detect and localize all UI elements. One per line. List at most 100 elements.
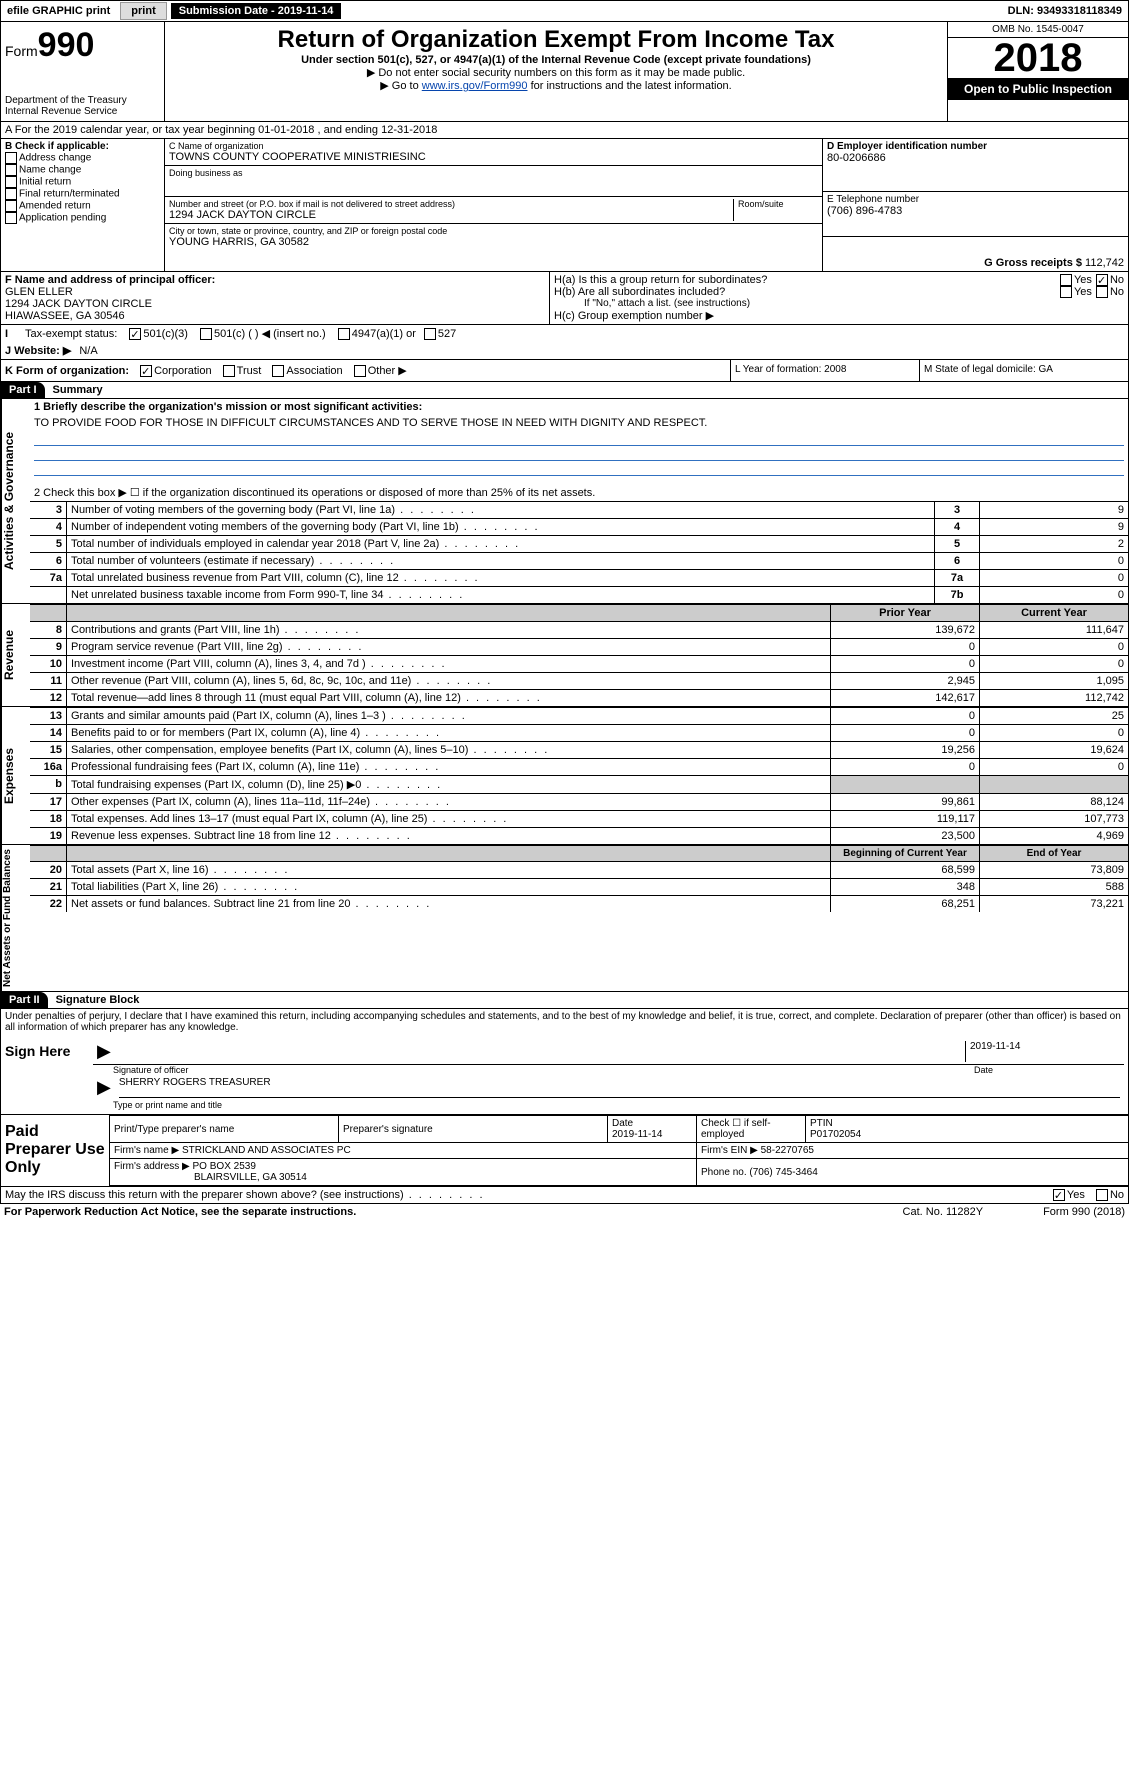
table-row: 6Total number of volunteers (estimate if… [30,552,1128,569]
note-ssn: ▶ Do not enter social security numbers o… [169,66,943,79]
rev-header: Prior Year Current Year [30,604,1128,621]
side-netassets: Net Assets or Fund Balances [1,845,30,991]
website: N/A [79,345,97,357]
row-i: I Tax-exempt status: 501(c)(3) 501(c) ( … [0,325,1129,342]
table-row: 8Contributions and grants (Part VIII, li… [30,621,1128,638]
city-state-zip: YOUNG HARRIS, GA 30582 [169,236,818,248]
cb-527[interactable] [424,328,436,340]
table-row: 22Net assets or fund balances. Subtract … [30,895,1128,912]
discuss-yes[interactable] [1053,1189,1065,1201]
cb-name[interactable]: Name change [5,164,160,176]
table-row: 3Number of voting members of the governi… [30,501,1128,518]
netassets-section: Net Assets or Fund Balances Beginning of… [0,845,1129,992]
col-b: B Check if applicable: Address change Na… [1,139,165,271]
cb-amended[interactable]: Amended return [5,200,160,212]
perjury-text: Under penalties of perjury, I declare th… [1,1009,1128,1035]
table-row: 18Total expenses. Add lines 13–17 (must … [30,810,1128,827]
row-j: J Website: ▶ N/A [0,342,1129,360]
note-link: ▶ Go to www.irs.gov/Form990 for instruct… [169,79,943,92]
firm-phone: (706) 745-3464 [749,1167,817,1178]
expenses-section: Expenses 13Grants and similar amounts pa… [0,707,1129,845]
telephone: (706) 896-4783 [827,205,1124,217]
dept-label: Department of the Treasury Internal Reve… [5,95,160,117]
cb-initial[interactable]: Initial return [5,176,160,188]
ha-no[interactable] [1096,274,1108,286]
cb-final[interactable]: Final return/terminated [5,188,160,200]
table-row: 5Total number of individuals employed in… [30,535,1128,552]
state-domicile: M State of legal domicile: GA [920,360,1128,381]
blank-line [34,431,1124,446]
table-row: 12Total revenue—add lines 8 through 11 (… [30,689,1128,706]
officer-sig-name: SHERRY ROGERS TREASURER [119,1077,1120,1098]
ptin: P01702054 [810,1129,861,1140]
ha-yes[interactable] [1060,274,1072,286]
form-title: Return of Organization Exempt From Incom… [169,26,943,54]
part2-header: Part II Signature Block [0,992,1129,1009]
top-bar: efile GRAPHIC print print Submission Dat… [0,0,1129,22]
table-row: 19Revenue less expenses. Subtract line 1… [30,827,1128,844]
side-expenses: Expenses [1,707,30,844]
form-number: Form990 [5,26,160,65]
table-row: 11Other revenue (Part VIII, column (A), … [30,672,1128,689]
ha-row: H(a) Is this a group return for subordin… [554,274,1124,286]
cb-501c3[interactable] [129,328,141,340]
side-revenue: Revenue [1,604,30,706]
cb-4947[interactable] [338,328,350,340]
signature-section: Under penalties of perjury, I declare th… [0,1009,1129,1115]
tax-year: 2018 [948,38,1128,78]
revenue-section: Revenue Prior Year Current Year 8Contrib… [0,604,1129,707]
irs-link[interactable]: www.irs.gov/Form990 [422,80,528,92]
officer-name: GLEN ELLER [5,286,545,298]
gross-receipts: 112,742 [1085,257,1124,269]
org-name: TOWNS COUNTY COOPERATIVE MINISTRIESINC [169,151,818,163]
table-row: 15Salaries, other compensation, employee… [30,741,1128,758]
submission-date: Submission Date - 2019-11-14 [171,3,342,19]
table-row: 17Other expenses (Part IX, column (A), l… [30,793,1128,810]
cb-address[interactable]: Address change [5,152,160,164]
arrow-icon: ▶ [97,1041,111,1062]
paid-preparer-section: Paid Preparer Use Only Print/Type prepar… [0,1115,1129,1187]
table-row: 9Program service revenue (Part VIII, lin… [30,638,1128,655]
section-fh: F Name and address of principal officer:… [0,272,1129,325]
governance-section: Activities & Governance 1 Briefly descri… [0,399,1129,604]
paid-label: Paid Preparer Use Only [1,1115,109,1186]
form-subtitle: Under section 501(c), 527, or 4947(a)(1)… [169,54,943,66]
discuss-no[interactable] [1096,1189,1108,1201]
blank-line [34,461,1124,476]
cb-assoc[interactable] [272,365,284,377]
table-row: Net unrelated business taxable income fr… [30,586,1128,603]
cb-trust[interactable] [223,365,235,377]
hb-row: H(b) Are all subordinates included? Yes … [554,286,1124,298]
firm-ein: 58-2270765 [761,1145,814,1156]
cb-corp[interactable] [140,365,152,377]
form-header: Form990 Department of the Treasury Inter… [0,22,1129,122]
dln-label: DLN: 93493318118349 [1002,3,1128,19]
street-address: 1294 JACK DAYTON CIRCLE [169,209,733,221]
table-row: 16aProfessional fundraising fees (Part I… [30,758,1128,775]
net-header: Beginning of Current Year End of Year [30,845,1128,861]
side-governance: Activities & Governance [1,399,30,603]
cb-other[interactable] [354,365,366,377]
blank-line [34,446,1124,461]
hc-row: H(c) Group exemption number ▶ [554,309,1124,322]
sign-here-label: Sign Here [1,1035,89,1114]
part1-header: Part I Summary [0,382,1129,399]
footer-line: For Paperwork Reduction Act Notice, see … [0,1204,1129,1220]
row-a-period: A For the 2019 calendar year, or tax yea… [0,122,1129,139]
table-row: 14Benefits paid to or for members (Part … [30,724,1128,741]
hb-yes[interactable] [1060,286,1072,298]
cb-501c[interactable] [200,328,212,340]
discuss-row: May the IRS discuss this return with the… [0,1187,1129,1204]
efile-label: efile GRAPHIC print [1,3,116,19]
firm-name: STRICKLAND AND ASSOCIATES PC [182,1145,351,1156]
print-button[interactable]: print [120,2,166,20]
table-row: bTotal fundraising expenses (Part IX, co… [30,775,1128,793]
col-c: C Name of organization TOWNS COUNTY COOP… [165,139,823,271]
arrow-icon: ▶ [97,1077,111,1098]
hb-no[interactable] [1096,286,1108,298]
inspection-label: Open to Public Inspection [948,78,1128,100]
cb-pending[interactable]: Application pending [5,212,160,224]
mission-text: TO PROVIDE FOOD FOR THOSE IN DIFFICULT C… [30,415,1128,431]
table-row: 4Number of independent voting members of… [30,518,1128,535]
table-row: 10Investment income (Part VIII, column (… [30,655,1128,672]
